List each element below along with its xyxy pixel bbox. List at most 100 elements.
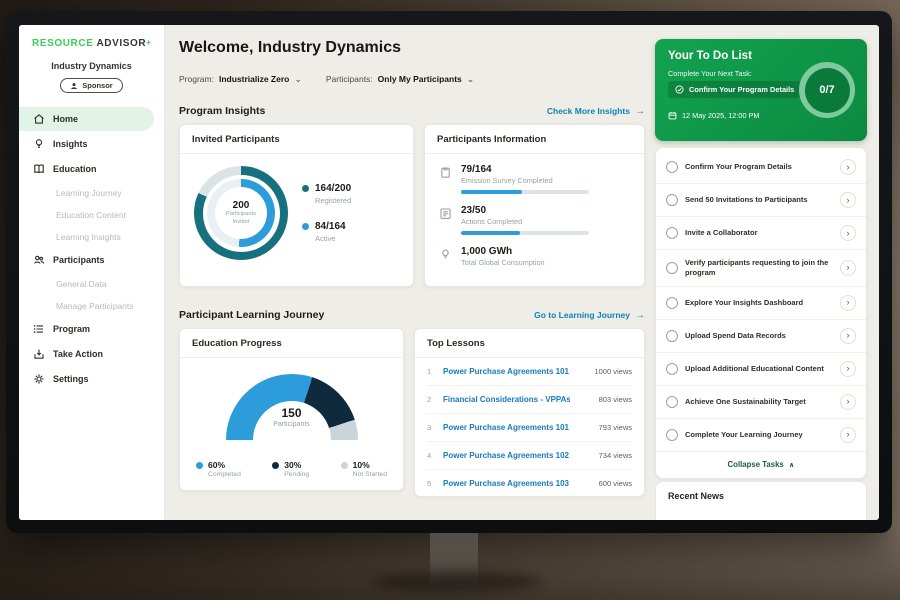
energy-icon [439, 248, 452, 261]
stat-label: Actions Completed [461, 217, 523, 226]
legend-completed: 60% Completed [196, 460, 241, 478]
progress-bar [461, 231, 589, 235]
legend-label: Not Started [352, 471, 387, 478]
donut-center-value: 200 [232, 200, 250, 212]
check-more-insights-link[interactable]: Check More Insights [547, 106, 645, 117]
sidebar-item-learning-insights[interactable]: Learning Insights [19, 226, 164, 247]
task-item-6[interactable]: Upload Spend Data Records [656, 320, 866, 353]
invited-participants-donut: 200 Participants Invited [194, 166, 288, 260]
task-checkbox[interactable] [666, 194, 678, 206]
task-label: Achieve One Sustainability Target [685, 396, 806, 406]
stat-value: 79/164 [461, 164, 492, 175]
legend-dot-teal [302, 185, 309, 192]
card-title: Education Progress [180, 329, 403, 358]
next-task-pill[interactable]: Confirm Your Program Details [668, 81, 802, 98]
chevron-right-icon[interactable] [840, 327, 856, 344]
sidebar-item-education-content[interactable]: Education Content [19, 204, 164, 225]
monitor-bezel: RESOURCE ADVISOR+ Industry Dynamics Spons… [6, 11, 892, 533]
stat-label: Total Global Consumption [461, 258, 545, 267]
lesson-views: 1000 views [594, 367, 632, 376]
task-item-3[interactable]: Invite a Collaborator [656, 217, 866, 250]
lightbulb-icon [33, 138, 45, 150]
nav-label: Learning Insights [56, 231, 121, 242]
chevron-right-icon[interactable] [840, 360, 856, 377]
top-lessons-card: Top Lessons 1 Power Purchase Agreements … [414, 328, 645, 497]
sidebar-item-home[interactable]: Home [19, 107, 154, 131]
task-item-1[interactable]: Confirm Your Program Details [656, 151, 866, 184]
todo-progress-ring: 0/7 [799, 62, 855, 118]
task-label: Upload Spend Data Records [685, 330, 786, 340]
chevron-right-icon[interactable] [840, 294, 856, 311]
legend-pending: 30% Pending [272, 460, 309, 478]
nav-label: Education Content [56, 209, 126, 220]
collapse-tasks-label: Collapse Tasks [727, 459, 784, 469]
legend-dot-gray [340, 462, 348, 469]
todo-subtitle: Complete Your Next Task: [668, 69, 752, 78]
sidebar-item-learning-journey[interactable]: Learning Journey [19, 182, 164, 203]
task-checkbox[interactable] [666, 296, 678, 309]
sidebar-item-insights[interactable]: Insights [19, 132, 164, 156]
task-item-7[interactable]: Upload Additional Educational Content [656, 353, 866, 386]
lesson-link[interactable]: Power Purchase Agreements 102 [443, 451, 569, 460]
task-item-4[interactable]: Verify participants requesting to join t… [656, 250, 866, 287]
chevron-up-icon [789, 460, 795, 469]
section-title: Participant Learning Journey [179, 309, 325, 321]
recent-news-title: Recent News [668, 491, 725, 501]
task-item-9[interactable]: Complete Your Learning Journey [656, 419, 866, 452]
chevron-right-icon[interactable] [840, 426, 856, 443]
sidebar-item-take-action[interactable]: Take Action [19, 342, 164, 366]
lesson-row: 3 Power Purchase Agreements 101 793 view… [427, 414, 632, 442]
logo-plus: + [146, 38, 152, 47]
app-logo: RESOURCE ADVISOR+ [32, 38, 164, 49]
desk-surface [0, 520, 900, 600]
task-checkbox[interactable] [666, 161, 678, 173]
stat-emission-survey: 79/164 Emission Survey Completed [439, 164, 630, 194]
sidebar: RESOURCE ADVISOR+ Industry Dynamics Spons… [19, 25, 165, 520]
task-label: Upload Additional Educational Content [685, 363, 824, 373]
todo-tasks-card: Confirm Your Program Details Send 50 Inv… [655, 147, 867, 479]
todo-title: Your To Do List [668, 50, 752, 62]
task-checkbox[interactable] [666, 428, 678, 441]
filter-bar: Program: Industrialize Zero Participants… [179, 74, 474, 84]
task-item-5[interactable]: Explore Your Insights Dashboard [656, 287, 866, 320]
nav-label: Manage Participants [56, 300, 134, 311]
task-checkbox[interactable] [666, 261, 678, 274]
sidebar-item-settings[interactable]: Settings [19, 367, 164, 391]
sidebar-item-program[interactable]: Program [19, 317, 164, 341]
go-to-learning-journey-link[interactable]: Go to Learning Journey [534, 310, 645, 321]
page-title: Welcome, Industry Dynamics [179, 39, 401, 56]
collapse-tasks-button[interactable]: Collapse Tasks [656, 452, 866, 475]
legend-dot-blue [302, 223, 309, 230]
book-icon [33, 163, 45, 175]
program-filter[interactable]: Program: Industrialize Zero [179, 74, 302, 84]
stat-value: 1,000 GWh [461, 246, 513, 257]
task-checkbox[interactable] [666, 395, 678, 408]
sidebar-item-manage-participants[interactable]: Manage Participants [19, 295, 164, 316]
sidebar-item-general-data[interactable]: General Data [19, 273, 164, 294]
task-checkbox[interactable] [666, 362, 678, 375]
sidebar-item-education[interactable]: Education [19, 157, 164, 181]
participants-filter[interactable]: Participants: Only My Participants [326, 74, 474, 84]
lesson-link[interactable]: Power Purchase Agreements 101 [443, 367, 569, 376]
chevron-right-icon[interactable] [840, 393, 856, 410]
sidebar-item-participants[interactable]: Participants [19, 248, 164, 272]
legend-label: Registered [315, 196, 352, 205]
task-item-2[interactable]: Send 50 Invitations to Participants [656, 184, 866, 217]
task-label: Invite a Collaborator [685, 228, 758, 238]
chevron-right-icon[interactable] [840, 225, 856, 241]
chevron-right-icon[interactable] [840, 159, 856, 175]
nav-label: General Data [56, 278, 107, 289]
lesson-rank: 2 [427, 395, 432, 404]
list-icon [33, 323, 45, 335]
chevron-right-icon[interactable] [840, 192, 856, 208]
task-checkbox[interactable] [666, 329, 678, 342]
nav-label: Take Action [53, 349, 104, 359]
arrow-right-icon [635, 106, 645, 117]
lesson-link[interactable]: Financial Considerations - VPPAs [443, 395, 570, 404]
lesson-link[interactable]: Power Purchase Agreements 103 [443, 479, 569, 488]
task-checkbox[interactable] [666, 227, 678, 239]
task-item-8[interactable]: Achieve One Sustainability Target [656, 386, 866, 419]
chevron-right-icon[interactable] [840, 259, 856, 276]
lesson-link[interactable]: Power Purchase Agreements 101 [443, 423, 569, 432]
participants-filter-label: Participants: [325, 74, 373, 84]
